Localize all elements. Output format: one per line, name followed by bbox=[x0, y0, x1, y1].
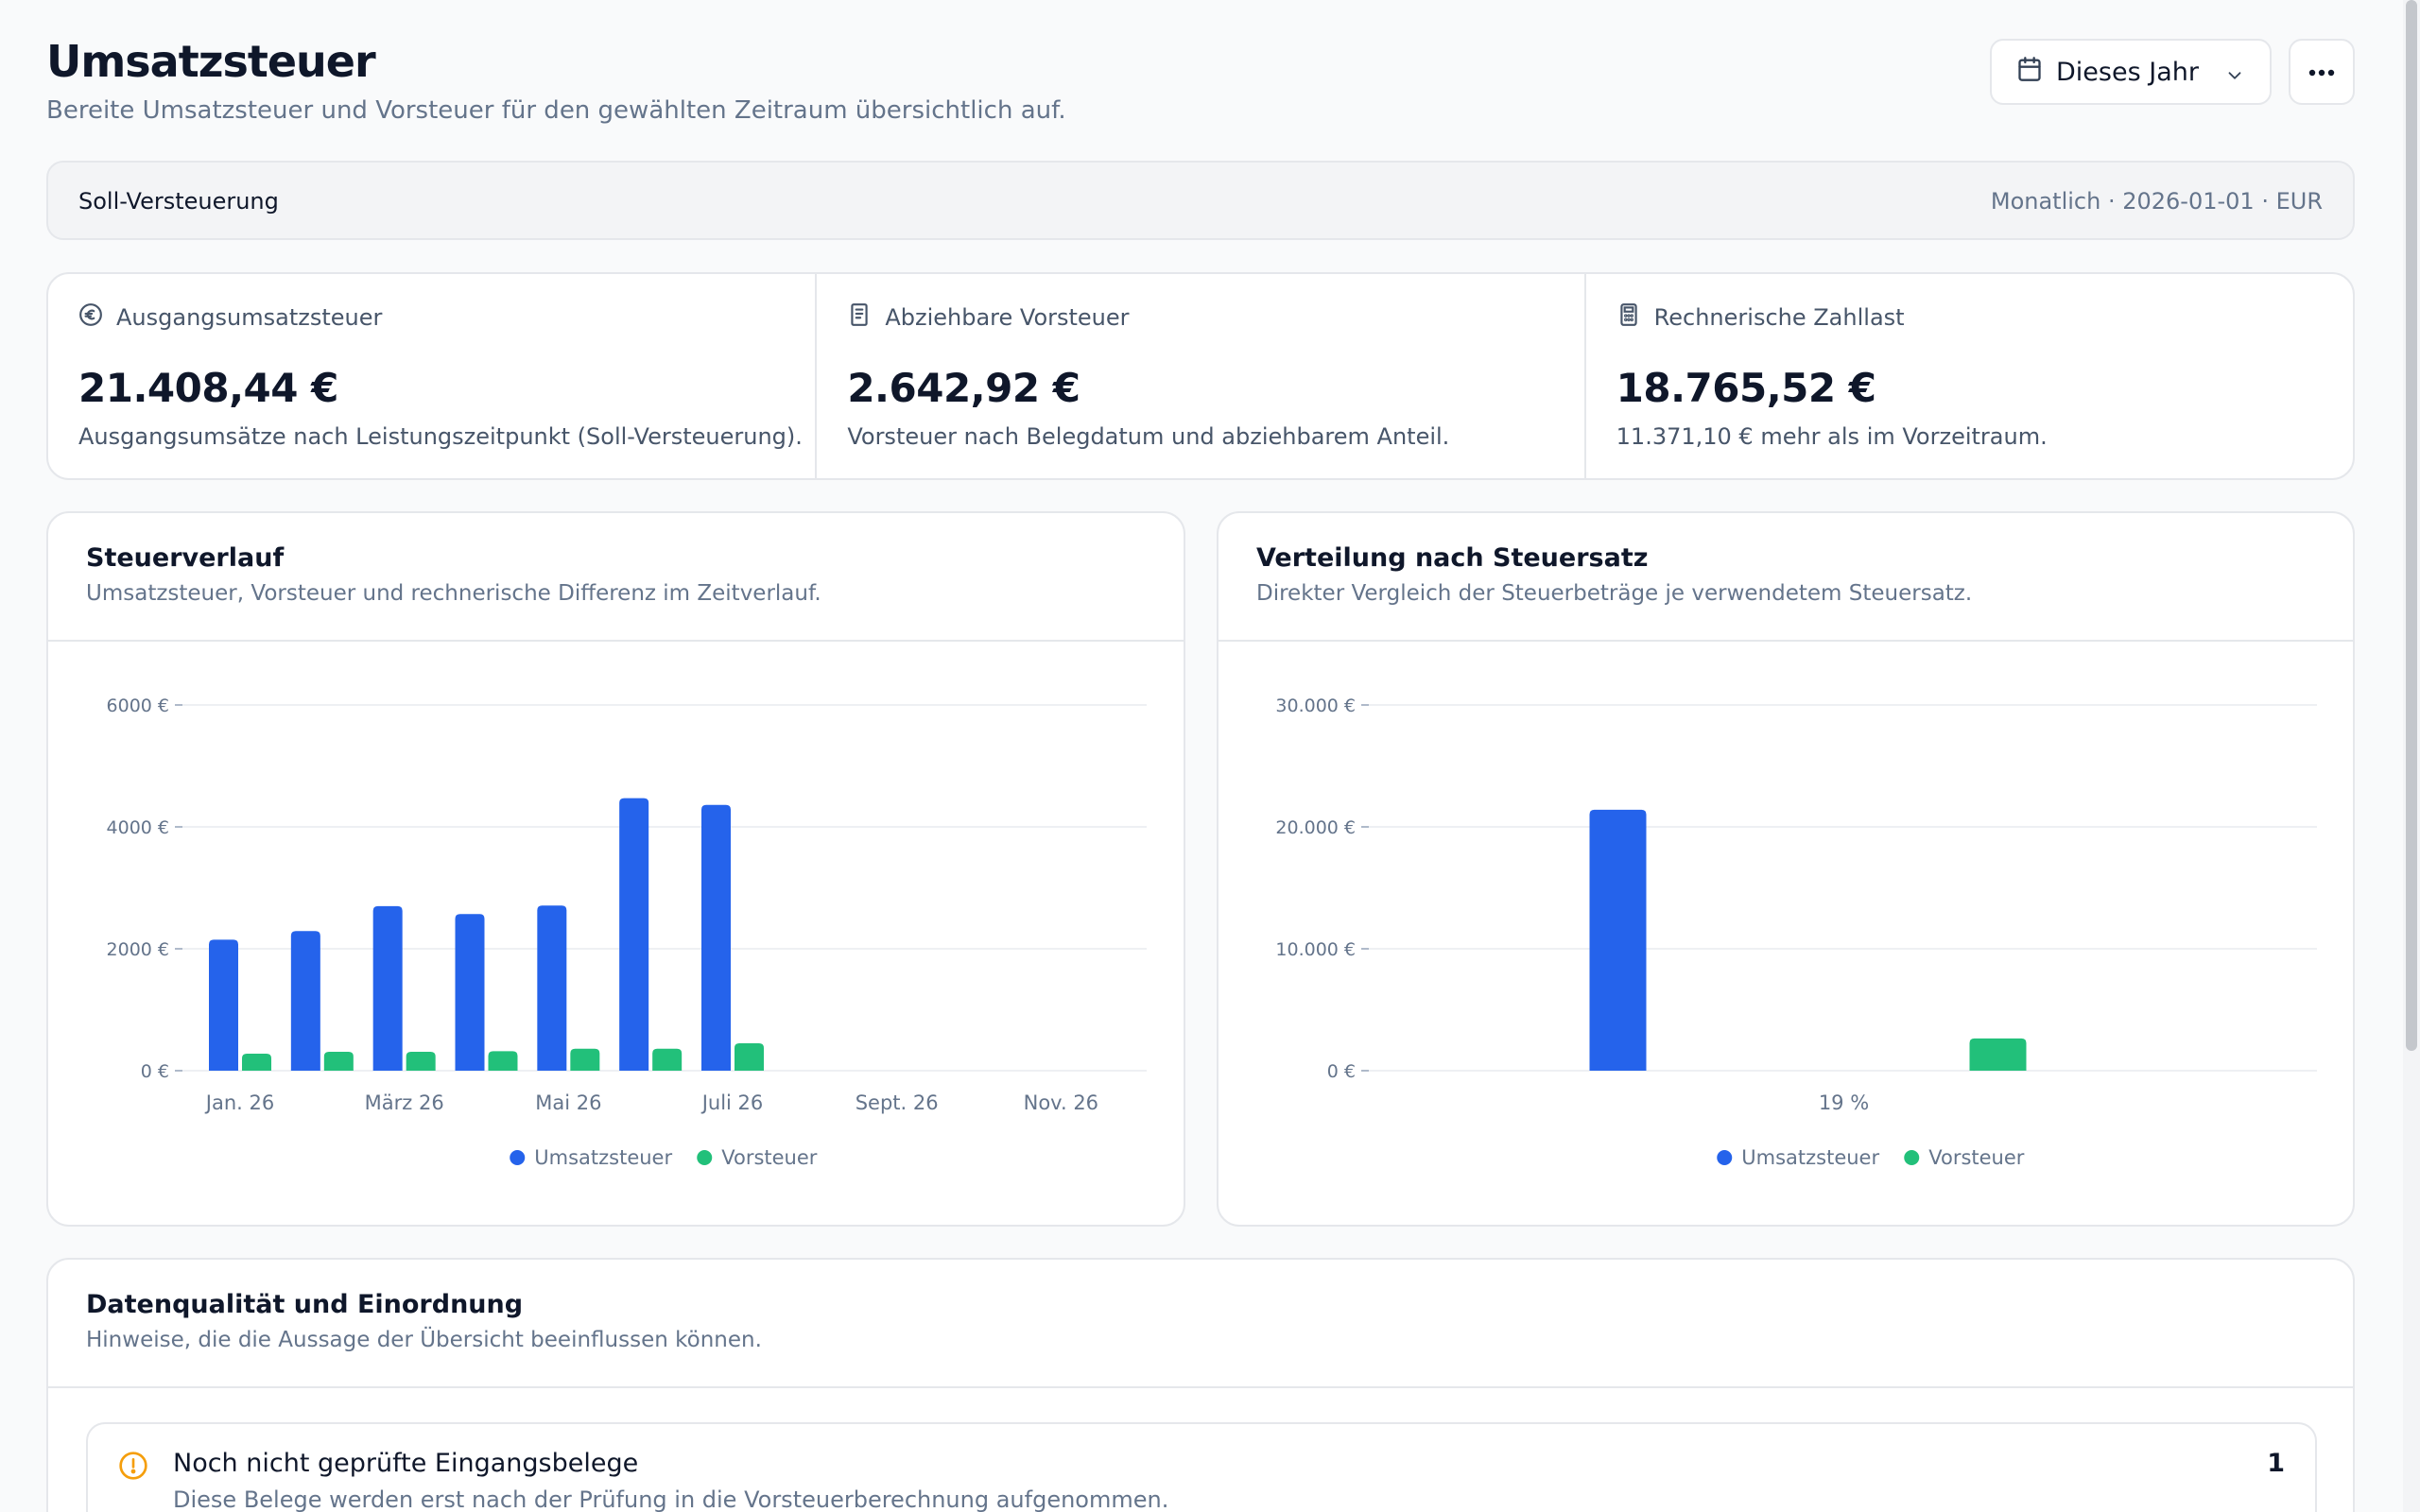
tax-rate-card: Verteilung nach Steuersatz Direkter Verg… bbox=[1217, 511, 2355, 1227]
scrollbar-thumb[interactable] bbox=[2406, 0, 2417, 1051]
kpi-label: Abziehbare Vorsteuer bbox=[885, 304, 1130, 331]
calculator-icon bbox=[1616, 302, 1641, 333]
bar-umsatzsteuer[interactable] bbox=[701, 804, 731, 1071]
x-tick-label: Mai 26 bbox=[535, 1091, 601, 1114]
receipt-icon bbox=[847, 302, 872, 333]
bar-vorsteuer[interactable] bbox=[406, 1052, 436, 1071]
kpi-value: 2.642,92 € bbox=[847, 365, 1080, 411]
x-tick-label: Juli 26 bbox=[700, 1091, 764, 1114]
euro-circle-icon bbox=[78, 302, 103, 333]
tax-trend-card: Steuerverlauf Umsatzsteuer, Vorsteuer un… bbox=[46, 511, 1185, 1227]
legend-label[interactable]: Vorsteuer bbox=[1928, 1146, 2025, 1169]
x-tick-label: 19 % bbox=[1819, 1091, 1869, 1114]
kpi-value: 18.765,52 € bbox=[1616, 365, 1876, 411]
bar-vorsteuer[interactable] bbox=[1969, 1038, 2027, 1071]
bar-umsatzsteuer[interactable] bbox=[209, 939, 238, 1071]
chevron-down-icon bbox=[2224, 63, 2245, 93]
card-subtitle: Umsatzsteuer, Vorsteuer und rechnerische… bbox=[86, 581, 821, 606]
y-tick-label: 0 € bbox=[1327, 1061, 1356, 1082]
kpi-output-tax: Ausgangsumsatzsteuer 21.408,44 € Ausgang… bbox=[48, 274, 815, 478]
page-subtitle: Bereite Umsatzsteuer und Vorsteuer für d… bbox=[46, 96, 1066, 125]
issue-title: Noch nicht geprüfte Eingangsbelege bbox=[173, 1449, 639, 1478]
kpi-value: 21.408,44 € bbox=[78, 365, 338, 411]
bar-umsatzsteuer[interactable] bbox=[372, 905, 403, 1071]
period-select-button[interactable]: Dieses Jahr bbox=[1990, 39, 2272, 105]
legend-dot bbox=[697, 1150, 713, 1165]
card-subtitle: Hinweise, die die Aussage der Übersicht … bbox=[86, 1328, 762, 1352]
bar-umsatzsteuer[interactable] bbox=[1589, 809, 1647, 1071]
y-tick-label: 20.000 € bbox=[1275, 817, 1356, 838]
bar-vorsteuer[interactable] bbox=[570, 1048, 600, 1071]
bar-umsatzsteuer[interactable] bbox=[619, 798, 649, 1071]
card-header: Verteilung nach Steuersatz Direkter Verg… bbox=[1219, 513, 2353, 642]
tax-trend-chart: 0 € 2000 € 4000 € 6000 € Jan. 26 März 26 Mai 2… bbox=[107, 696, 1147, 1169]
kpi-payable-tax: Rechnerische Zahllast 18.765,52 € 11.371… bbox=[1583, 274, 2353, 478]
x-tick-label: Nov. 26 bbox=[1024, 1091, 1098, 1114]
more-horizontal-icon bbox=[2308, 63, 2336, 81]
y-tick-label: 10.000 € bbox=[1275, 939, 1356, 960]
bar-vorsteuer[interactable] bbox=[242, 1053, 271, 1071]
y-tick-label: 4000 € bbox=[107, 817, 169, 838]
y-tick-label: 0 € bbox=[141, 1061, 169, 1082]
kpi-note: Vorsteuer nach Belegdatum und abziehbare… bbox=[847, 423, 1450, 450]
bar-vorsteuer[interactable] bbox=[652, 1048, 683, 1071]
x-tick-label: Sept. 26 bbox=[856, 1091, 939, 1114]
calendar-icon bbox=[2016, 56, 2043, 89]
card-title: Steuerverlauf bbox=[86, 543, 285, 573]
legend-dot bbox=[510, 1150, 526, 1165]
bar-vorsteuer[interactable] bbox=[323, 1052, 354, 1071]
card-title: Verteilung nach Steuersatz bbox=[1256, 543, 1649, 573]
taxation-mode-label: Soll-Versteuerung bbox=[78, 188, 279, 215]
legend-label[interactable]: Umsatzsteuer bbox=[534, 1146, 672, 1169]
more-options-button[interactable] bbox=[2289, 39, 2355, 105]
issue-unreviewed-receipts[interactable]: Noch nicht geprüfte Eingangsbelege Diese… bbox=[86, 1422, 2317, 1512]
taxation-mode-meta: Monatlich · 2026-01-01 · EUR bbox=[1990, 188, 2323, 215]
page-title: Umsatzsteuer bbox=[46, 36, 376, 87]
legend-label[interactable]: Umsatzsteuer bbox=[1741, 1146, 1879, 1169]
issue-count: 1 bbox=[2267, 1449, 2285, 1478]
kpi-label: Rechnerische Zahllast bbox=[1653, 304, 1905, 331]
legend-dot bbox=[1904, 1150, 1920, 1165]
x-tick-label: Jan. 26 bbox=[204, 1091, 274, 1114]
y-tick-label: 2000 € bbox=[107, 939, 169, 960]
kpi-row: Ausgangsumsatzsteuer 21.408,44 € Ausgang… bbox=[46, 272, 2355, 480]
y-tick-label: 6000 € bbox=[107, 696, 169, 716]
card-title: Datenqualität und Einordnung bbox=[86, 1290, 524, 1319]
card-subtitle: Direkter Vergleich der Steuerbeträge je … bbox=[1256, 581, 1973, 606]
tax-rate-chart: 0 € 10.000 € 20.000 € 30.000 € 19 % Umsatzste… bbox=[1275, 696, 2317, 1169]
legend-label[interactable]: Vorsteuer bbox=[721, 1146, 818, 1169]
data-quality-card: Datenqualität und Einordnung Hinweise, d… bbox=[46, 1258, 2355, 1512]
scrollbar-track[interactable] bbox=[2403, 0, 2420, 1512]
bar-umsatzsteuer[interactable] bbox=[537, 905, 567, 1071]
kpi-note: Ausgangsumsätze nach Leistungszeitpunkt … bbox=[78, 423, 803, 450]
alert-circle-icon bbox=[118, 1451, 148, 1485]
x-tick-label: März 26 bbox=[365, 1091, 444, 1114]
kpi-note: 11.371,10 € mehr als im Vorzeitraum. bbox=[1616, 423, 2048, 450]
bar-vorsteuer[interactable] bbox=[488, 1051, 518, 1071]
bar-umsatzsteuer[interactable] bbox=[290, 931, 320, 1071]
period-select-label: Dieses Jahr bbox=[2056, 57, 2199, 87]
legend-dot bbox=[1717, 1150, 1733, 1165]
y-tick-label: 30.000 € bbox=[1275, 696, 1356, 716]
kpi-input-tax: Abziehbare Vorsteuer 2.642,92 € Vorsteue… bbox=[815, 274, 1583, 478]
taxation-mode-bar: Soll-Versteuerung Monatlich · 2026-01-01… bbox=[46, 161, 2355, 240]
bar-vorsteuer[interactable] bbox=[735, 1042, 764, 1071]
card-header: Datenqualität und Einordnung Hinweise, d… bbox=[48, 1260, 2353, 1388]
issue-description: Diese Belege werden erst nach der Prüfun… bbox=[173, 1486, 1169, 1512]
kpi-label: Ausgangsumsatzsteuer bbox=[116, 304, 383, 331]
card-header: Steuerverlauf Umsatzsteuer, Vorsteuer un… bbox=[48, 513, 1184, 642]
bar-umsatzsteuer[interactable] bbox=[455, 914, 485, 1071]
